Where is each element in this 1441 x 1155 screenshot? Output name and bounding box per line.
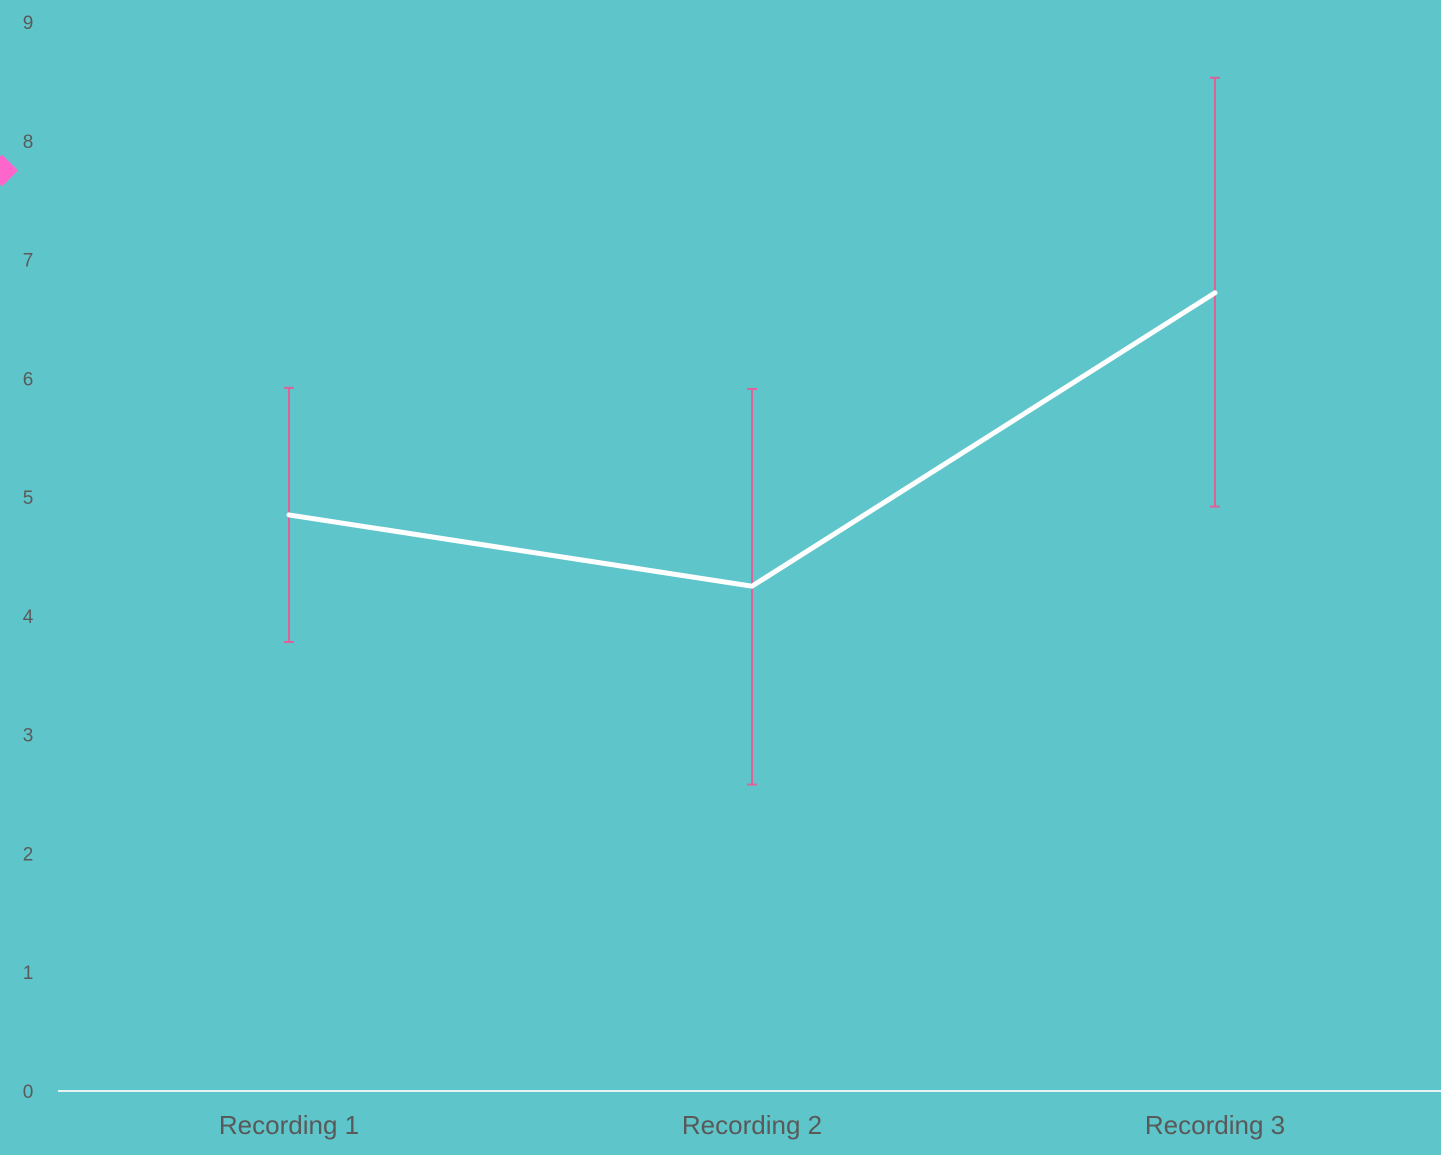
y-tick-label: 8 xyxy=(23,132,34,153)
series-group xyxy=(286,290,1218,589)
x-tick-label: Recording 3 xyxy=(1145,1110,1285,1140)
y-tick-label: 7 xyxy=(23,251,34,272)
annotations xyxy=(0,154,18,187)
y-tick-label: 9 xyxy=(23,13,34,34)
y-tick-label: 5 xyxy=(23,488,34,509)
y-tick-label: 3 xyxy=(23,726,34,747)
x-tick-label: Recording 1 xyxy=(219,1110,359,1140)
y-axis: 0 1 2 3 4 5 6 7 8 9 xyxy=(23,13,34,1103)
y-tick-label: 2 xyxy=(23,844,34,865)
diamond-marker xyxy=(0,154,18,187)
y-tick-label: 1 xyxy=(23,963,34,984)
x-tick-label: Recording 2 xyxy=(682,1110,822,1140)
y-tick-label: 4 xyxy=(23,607,34,628)
y-tick-label: 6 xyxy=(23,369,34,390)
y-tick-label: 0 xyxy=(23,1082,34,1103)
x-axis: Recording 1 Recording 2 Recording 3 xyxy=(58,1090,1441,1140)
